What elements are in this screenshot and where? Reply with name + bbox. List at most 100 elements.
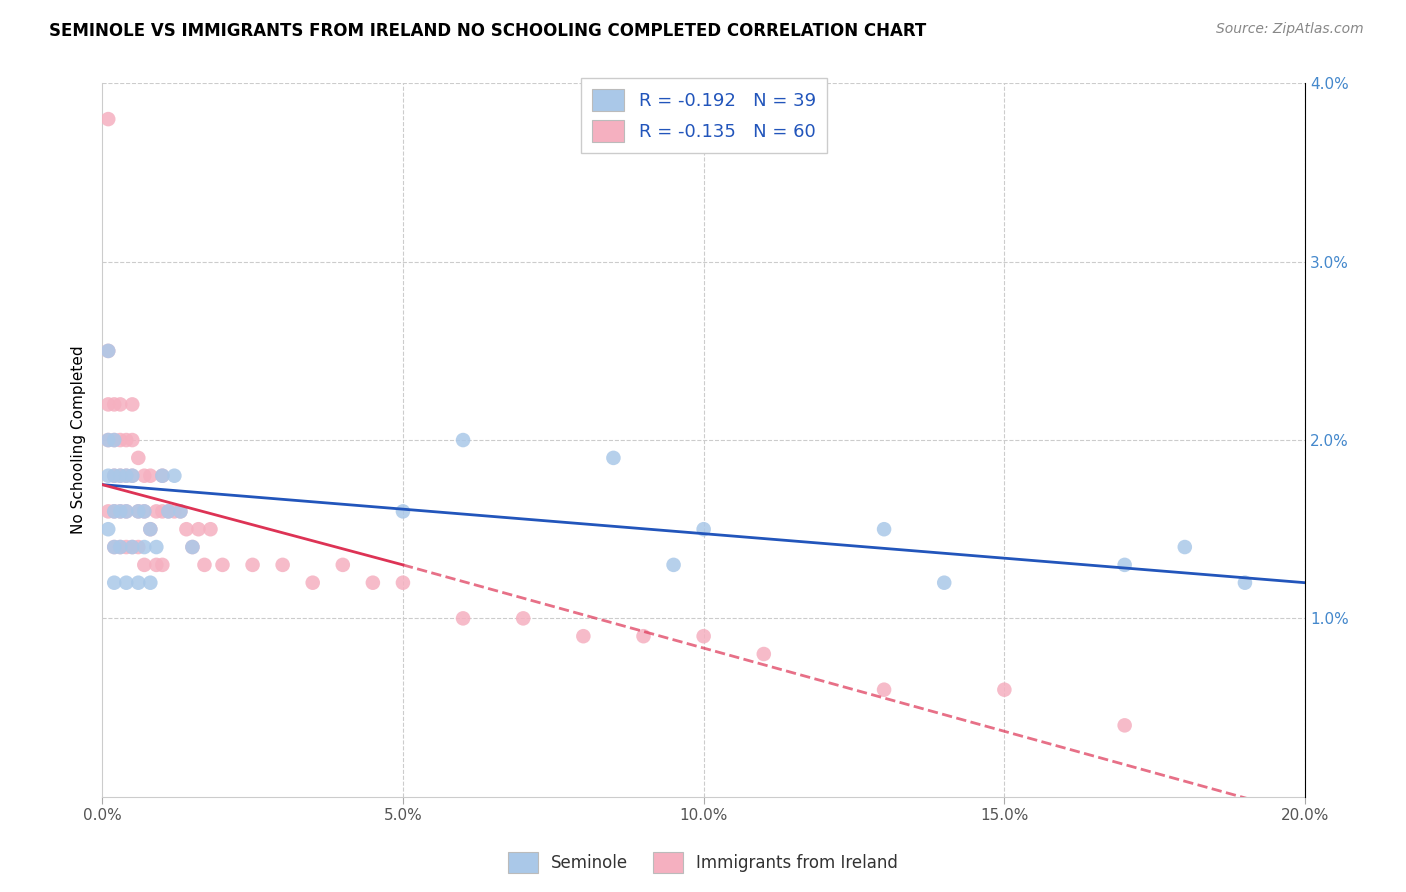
Point <box>451 433 474 447</box>
Point <box>200 522 222 536</box>
Point <box>873 682 896 697</box>
Point <box>392 575 415 590</box>
Point <box>103 540 125 554</box>
Point <box>163 504 186 518</box>
Point <box>121 468 143 483</box>
Point <box>121 540 143 554</box>
Point <box>103 468 125 483</box>
Point <box>103 397 125 411</box>
Point <box>157 504 180 518</box>
Point <box>1174 540 1197 554</box>
Text: Source: ZipAtlas.com: Source: ZipAtlas.com <box>1216 22 1364 37</box>
Point <box>662 558 685 572</box>
Point <box>193 558 215 572</box>
Point <box>127 504 149 518</box>
Point <box>602 450 624 465</box>
Point <box>176 522 198 536</box>
Point <box>115 468 138 483</box>
Y-axis label: No Schooling Completed: No Schooling Completed <box>72 346 86 534</box>
Point <box>169 504 191 518</box>
Point <box>115 433 138 447</box>
Point <box>181 540 204 554</box>
Point <box>1114 718 1136 732</box>
Point <box>110 468 132 483</box>
Point <box>97 343 120 358</box>
Point <box>145 558 167 572</box>
Point <box>97 522 120 536</box>
Point <box>103 575 125 590</box>
Point <box>110 397 132 411</box>
Point <box>127 540 149 554</box>
Legend: Seminole, Immigrants from Ireland: Seminole, Immigrants from Ireland <box>501 846 905 880</box>
Point <box>361 575 384 590</box>
Point <box>121 540 143 554</box>
Point <box>150 558 173 572</box>
Point <box>157 504 180 518</box>
Point <box>572 629 595 643</box>
Point <box>110 540 132 554</box>
Point <box>97 112 120 127</box>
Point <box>139 522 162 536</box>
Point <box>145 504 167 518</box>
Point <box>97 433 120 447</box>
Point <box>115 468 138 483</box>
Point <box>103 433 125 447</box>
Point <box>934 575 956 590</box>
Point <box>97 397 120 411</box>
Point <box>103 540 125 554</box>
Legend: R = -0.192   N = 39, R = -0.135   N = 60: R = -0.192 N = 39, R = -0.135 N = 60 <box>581 78 827 153</box>
Point <box>103 468 125 483</box>
Point <box>115 575 138 590</box>
Point <box>1114 558 1136 572</box>
Point <box>163 468 186 483</box>
Point <box>271 558 294 572</box>
Point <box>242 558 264 572</box>
Point <box>169 504 191 518</box>
Point <box>139 575 162 590</box>
Point <box>211 558 233 572</box>
Point <box>692 629 714 643</box>
Point <box>115 540 138 554</box>
Point <box>633 629 655 643</box>
Point <box>121 433 143 447</box>
Point <box>150 468 173 483</box>
Point <box>392 504 415 518</box>
Point <box>110 540 132 554</box>
Point <box>332 558 354 572</box>
Point <box>181 540 204 554</box>
Point <box>110 433 132 447</box>
Point <box>127 504 149 518</box>
Point <box>134 540 156 554</box>
Point <box>97 343 120 358</box>
Point <box>115 504 138 518</box>
Point <box>451 611 474 625</box>
Point <box>103 433 125 447</box>
Point <box>301 575 323 590</box>
Point <box>134 558 156 572</box>
Point <box>187 522 209 536</box>
Point <box>150 504 173 518</box>
Point <box>512 611 534 625</box>
Point <box>752 647 775 661</box>
Point <box>139 468 162 483</box>
Point <box>127 575 149 590</box>
Point <box>103 504 125 518</box>
Point <box>993 682 1015 697</box>
Point <box>150 468 173 483</box>
Point <box>97 433 120 447</box>
Point <box>1233 575 1256 590</box>
Point <box>110 504 132 518</box>
Point <box>139 522 162 536</box>
Point <box>121 468 143 483</box>
Point <box>134 504 156 518</box>
Point <box>97 468 120 483</box>
Point <box>145 540 167 554</box>
Point <box>110 468 132 483</box>
Point <box>103 504 125 518</box>
Point <box>134 468 156 483</box>
Point <box>115 504 138 518</box>
Point <box>127 450 149 465</box>
Point <box>692 522 714 536</box>
Point <box>97 504 120 518</box>
Point <box>110 504 132 518</box>
